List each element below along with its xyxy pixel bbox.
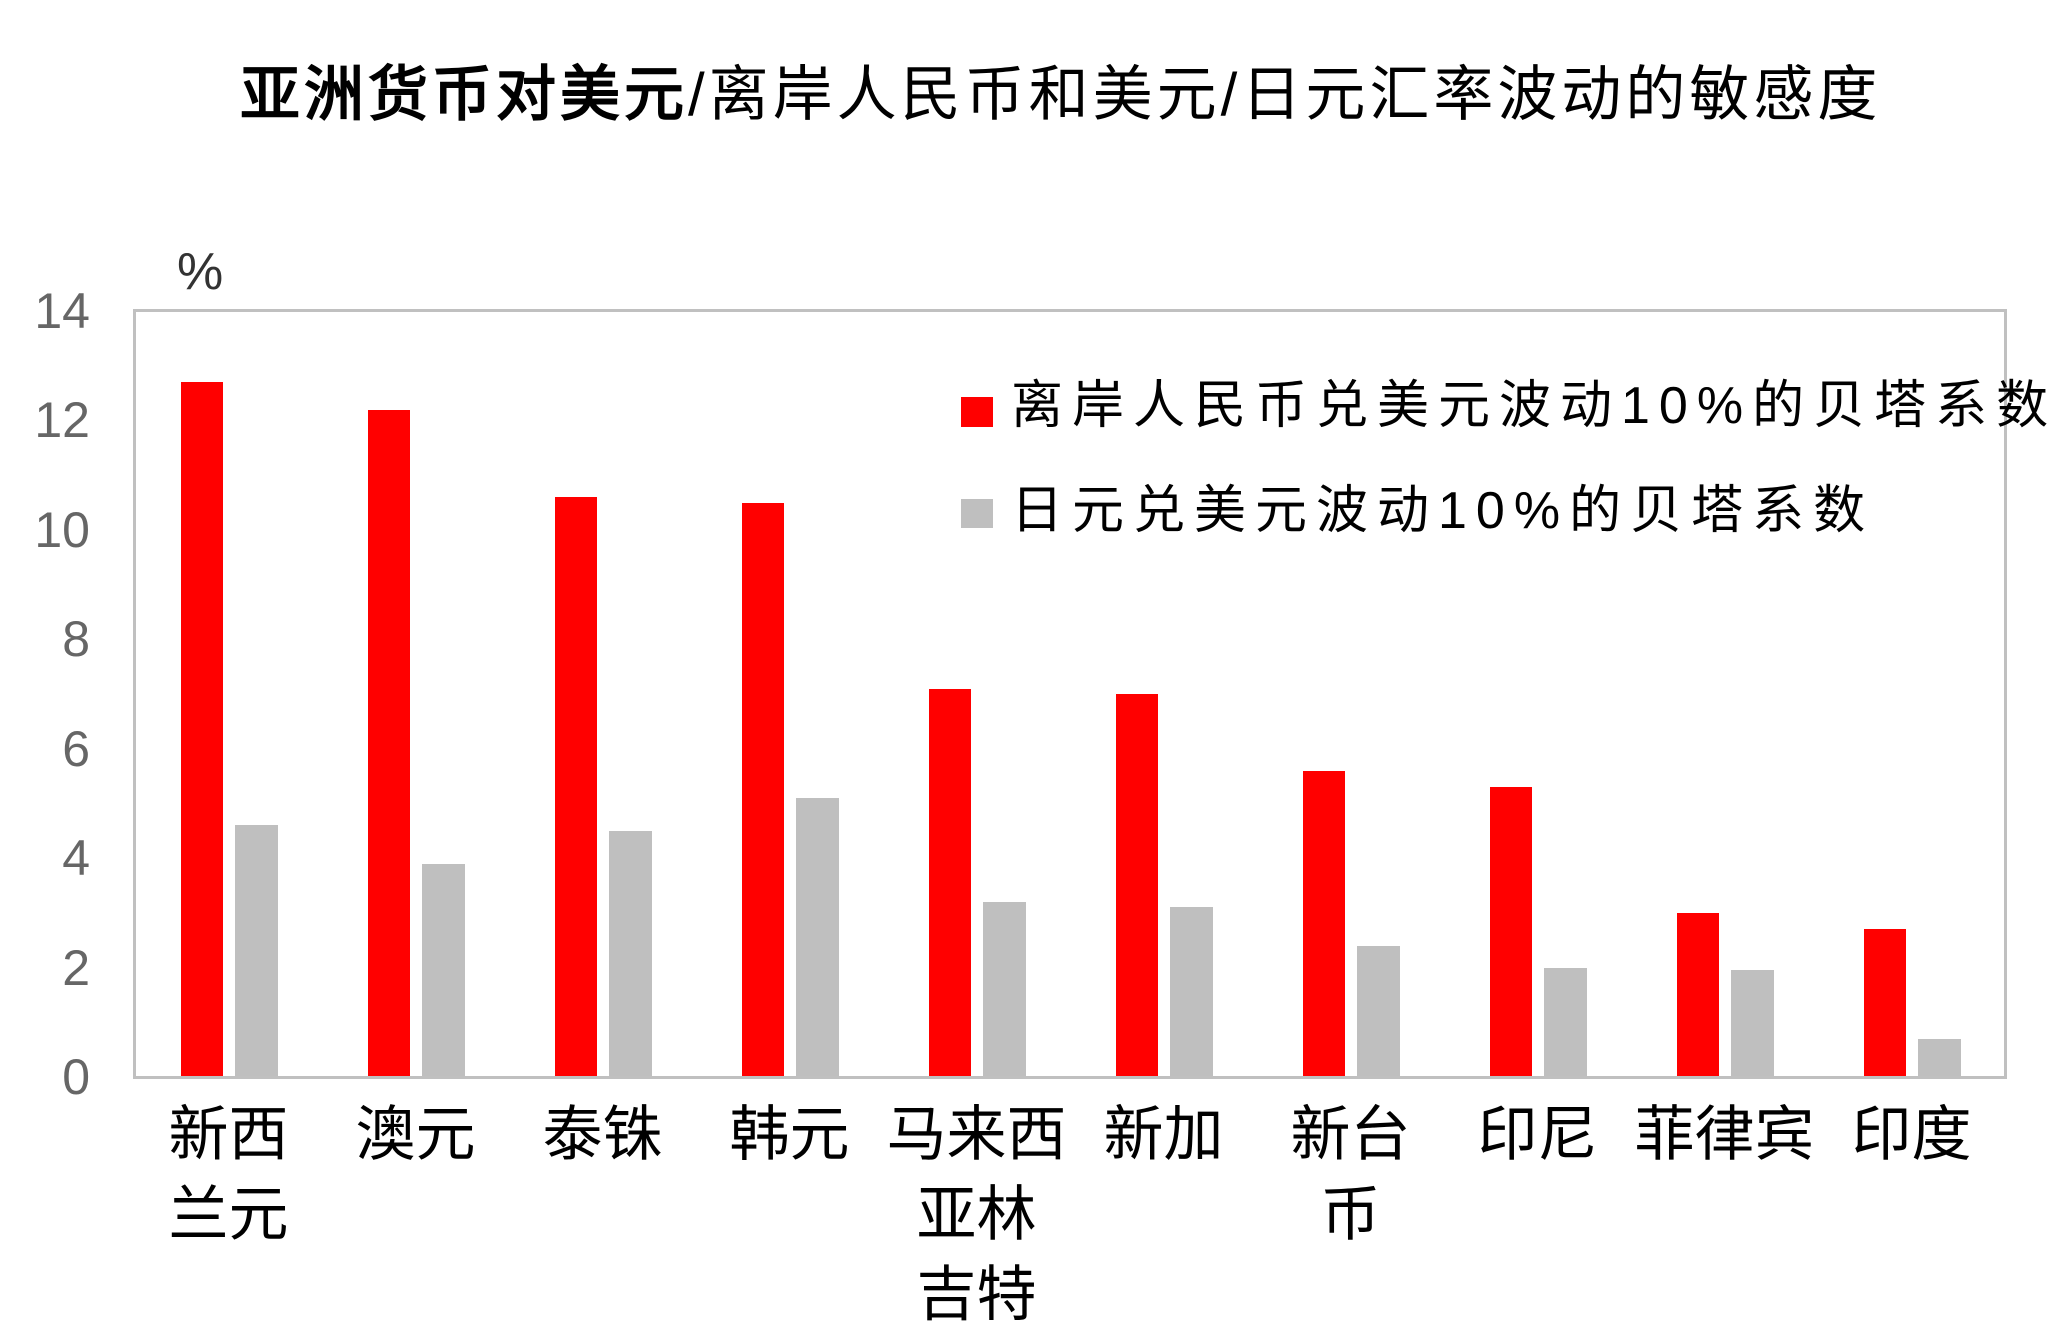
y-tick-label: 2 xyxy=(62,939,90,996)
legend-swatch-grey-icon xyxy=(961,499,993,528)
bar-jpy-beta xyxy=(1357,945,1400,1077)
y-tick-label: 0 xyxy=(62,1049,90,1105)
bar-cnh-beta xyxy=(1490,787,1532,1077)
x-axis-label-line: 新台 xyxy=(1290,1101,1411,1168)
y-tick-label: 4 xyxy=(62,830,90,887)
x-axis-label: 新西 兰元 xyxy=(119,1095,339,1255)
bar-jpy-beta xyxy=(1918,1038,1961,1077)
bar-jpy-beta xyxy=(1544,967,1587,1077)
y-tick-label: 8 xyxy=(62,611,90,668)
bar-cnh-beta xyxy=(1303,770,1345,1077)
bar-cnh-beta xyxy=(1116,694,1158,1077)
bar-cnh-beta xyxy=(181,382,223,1077)
chart-title-bold-part: 亚洲货币对美元 xyxy=(240,61,688,128)
legend-swatch-red-icon xyxy=(961,397,993,427)
x-axis-label-line: 亚林 xyxy=(916,1181,1037,1248)
bar-jpy-beta xyxy=(983,901,1026,1077)
x-axis-label: 马来西 亚林 吉特 xyxy=(867,1095,1087,1335)
x-axis-label-line: 兰元 xyxy=(168,1181,289,1248)
chart-title-regular-part: /离岸人民币和美元/日元汇率波动的敏感度 xyxy=(688,61,1882,128)
bar-jpy-beta xyxy=(1170,907,1213,1077)
x-axis-label-line: 印尼 xyxy=(1477,1101,1598,1168)
bar-jpy-beta xyxy=(1731,970,1774,1077)
x-axis-label-line: 币 xyxy=(1320,1181,1381,1248)
legend-label: 离岸人民币兑美元波动10%的贝塔系数 xyxy=(1011,377,2058,435)
x-axis-label-line: 马来西 xyxy=(886,1101,1067,1168)
x-axis-label: 新台币 xyxy=(1241,1095,1461,1255)
legend-label: 日元兑美元波动10%的贝塔系数 xyxy=(1011,482,1875,540)
x-axis-label: 菲律宾 xyxy=(1615,1095,1835,1175)
y-axis-unit-label: % xyxy=(177,243,224,301)
bar-cnh-beta xyxy=(1864,929,1906,1077)
x-axis-label-line: 泰铢 xyxy=(542,1101,663,1168)
x-axis-label: 新加 xyxy=(1054,1095,1274,1175)
y-tick-label: 10 xyxy=(34,501,90,558)
bar-cnh-beta xyxy=(555,497,597,1077)
bar-cnh-beta xyxy=(1677,912,1719,1077)
bar-cnh-beta xyxy=(929,688,971,1077)
chart-title: 亚洲货币对美元/离岸人民币和美元/日元汇率波动的敏感度 xyxy=(240,65,1881,125)
y-tick-label: 12 xyxy=(34,392,90,449)
bar-jpy-beta xyxy=(422,863,465,1077)
x-axis-label: 韩元 xyxy=(680,1095,900,1175)
y-tick-label: 6 xyxy=(62,720,90,777)
x-axis-label-line: 新加 xyxy=(1103,1101,1224,1168)
x-axis-label-line: 新西 xyxy=(168,1101,289,1168)
bar-jpy-beta xyxy=(796,797,839,1077)
x-axis-label: 印度 xyxy=(1802,1095,2022,1175)
x-axis-label-line: 韩元 xyxy=(729,1101,850,1168)
x-axis-label-line: 澳元 xyxy=(355,1101,476,1168)
bar-cnh-beta xyxy=(368,409,410,1077)
x-axis-label-line: 菲律宾 xyxy=(1634,1101,1815,1168)
bar-jpy-beta xyxy=(609,830,652,1077)
y-tick-label: 14 xyxy=(34,283,90,339)
x-axis-label: 泰铢 xyxy=(493,1095,713,1175)
bar-jpy-beta xyxy=(235,825,278,1077)
bar-cnh-beta xyxy=(742,502,784,1077)
plot-area xyxy=(135,311,2005,1077)
x-axis-label-line: 吉特 xyxy=(916,1261,1037,1328)
x-axis-label: 印尼 xyxy=(1428,1095,1648,1175)
x-axis-label-line: 印度 xyxy=(1851,1101,1972,1168)
x-axis-label: 澳元 xyxy=(306,1095,526,1175)
